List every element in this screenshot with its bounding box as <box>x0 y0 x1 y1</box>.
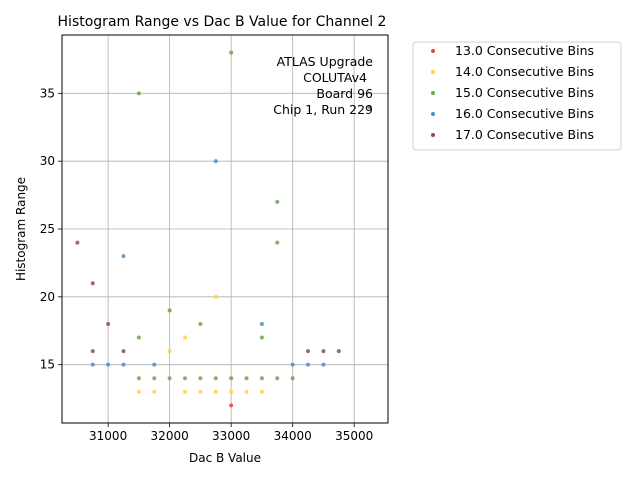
data-point <box>136 335 141 340</box>
data-point <box>152 389 157 394</box>
data-point <box>152 376 157 381</box>
x-tick-label: 32000 <box>151 429 189 443</box>
data-point <box>167 376 172 381</box>
data-point <box>290 362 295 367</box>
legend-marker <box>431 91 435 95</box>
y-tick-label: 25 <box>40 222 55 236</box>
data-point <box>275 199 280 204</box>
data-point <box>275 240 280 245</box>
data-point <box>259 321 264 326</box>
data-point <box>90 362 95 367</box>
data-point <box>290 376 295 381</box>
data-point <box>336 349 341 354</box>
y-tick-label: 15 <box>40 358 55 372</box>
data-point <box>167 308 172 313</box>
data-point <box>259 376 264 381</box>
legend-label: 16.0 Consecutive Bins <box>455 106 594 121</box>
legend-frame <box>412 41 622 151</box>
y-tick-label: 30 <box>40 154 55 168</box>
grid-lines <box>62 35 388 423</box>
data-point <box>136 376 141 381</box>
data-point <box>75 240 80 245</box>
annotation-box: ATLAS Upgrade COLUTAv4 Board 96 Chip 1, … <box>273 54 373 117</box>
data-point <box>198 389 203 394</box>
data-point <box>213 159 218 164</box>
legend-marker <box>431 112 435 116</box>
data-point <box>213 376 218 381</box>
x-tick-label: 31000 <box>89 429 127 443</box>
legend-marker <box>431 49 435 53</box>
data-point <box>229 376 234 381</box>
legend-label: 13.0 Consecutive Bins <box>455 43 594 58</box>
data-point <box>229 389 234 394</box>
data-point <box>106 321 111 326</box>
data-point <box>275 376 280 381</box>
y-axis-label: Histogram Range <box>14 177 28 281</box>
legend-label: 17.0 Consecutive Bins <box>455 127 594 142</box>
data-point <box>229 50 234 55</box>
annotation-line-3: Board 96 <box>316 86 373 101</box>
chart-title: Histogram Range vs Dac B Value for Chann… <box>58 14 387 30</box>
data-point <box>259 335 264 340</box>
legend: 13.0 Consecutive Bins 14.0 Consecutive Bi… <box>412 41 622 151</box>
annotation-line-4: Chip 1, Run 229 <box>273 102 373 117</box>
data-point <box>90 281 95 286</box>
data-point <box>183 389 188 394</box>
legend-label: 14.0 Consecutive Bins <box>455 64 594 79</box>
data-point <box>306 349 311 354</box>
data-points <box>75 50 372 408</box>
data-point <box>152 362 157 367</box>
data-point <box>121 349 126 354</box>
data-point <box>213 389 218 394</box>
y-tick-label: 20 <box>40 290 55 304</box>
y-tick-label: 35 <box>40 86 55 100</box>
legend-marker <box>431 70 435 74</box>
data-point <box>136 389 141 394</box>
data-point <box>244 376 249 381</box>
data-point <box>259 389 264 394</box>
data-point <box>321 362 326 367</box>
data-point <box>198 376 203 381</box>
data-point <box>306 362 311 367</box>
data-point <box>367 104 372 109</box>
x-tick-label: 34000 <box>274 429 312 443</box>
annotation-line-2: COLUTAv4 <box>303 70 367 85</box>
data-point <box>229 403 234 408</box>
data-point <box>183 335 188 340</box>
data-point <box>90 349 95 354</box>
data-point <box>213 294 218 299</box>
data-point <box>136 91 141 96</box>
data-point <box>244 389 249 394</box>
x-axis-label: Dac B Value <box>189 451 261 465</box>
data-point <box>321 349 326 354</box>
data-point <box>121 362 126 367</box>
data-point <box>121 254 126 259</box>
legend-marker <box>431 133 435 137</box>
data-point <box>167 349 172 354</box>
x-tick-label: 33000 <box>212 429 250 443</box>
data-point <box>198 321 203 326</box>
legend-label: 15.0 Consecutive Bins <box>455 85 594 100</box>
x-tick-label: 35000 <box>335 429 373 443</box>
axis-ticks: 31000 32000 33000 34000 35000 15 20 25 30 35 <box>40 86 374 443</box>
annotation-line-1: ATLAS Upgrade <box>277 54 374 69</box>
data-point <box>183 376 188 381</box>
data-point <box>106 362 111 367</box>
